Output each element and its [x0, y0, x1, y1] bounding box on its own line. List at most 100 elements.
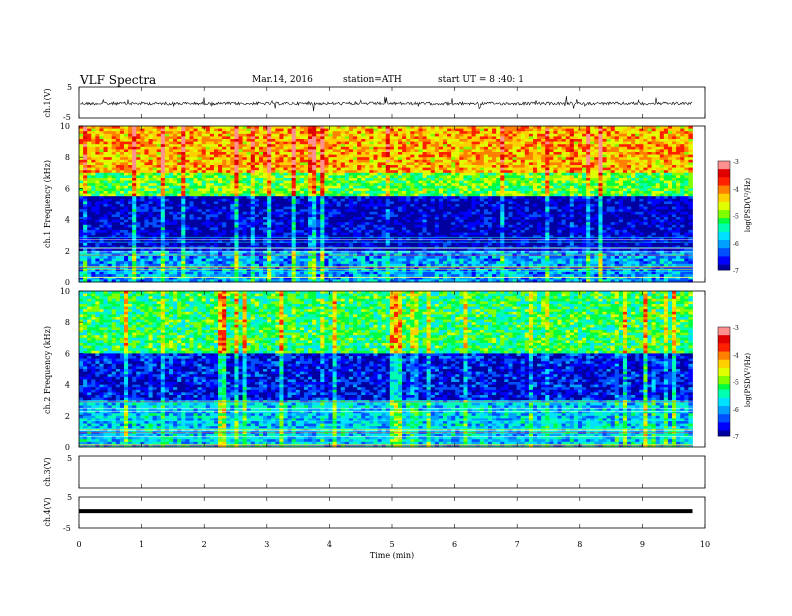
spectrogram-cell	[222, 256, 227, 259]
spectrogram-cell	[119, 204, 125, 207]
spectrogram-cell	[320, 206, 325, 210]
spectrogram-cell	[410, 206, 415, 210]
spectrogram-cell	[156, 198, 162, 202]
spectrogram-cell	[238, 222, 243, 226]
spectrogram-cell	[156, 232, 162, 236]
spectrogram-cell	[410, 172, 415, 176]
spectrogram-cell	[332, 243, 338, 246]
spectrogram-cell	[140, 274, 145, 278]
spectrogram-cell	[242, 206, 248, 210]
spectrogram-cell	[295, 243, 301, 246]
spectrogram-cell	[132, 133, 137, 137]
spectrogram-cell	[79, 196, 84, 200]
spectrogram-cell	[136, 237, 141, 241]
spectrogram-cell	[193, 133, 199, 137]
spectrogram-cell	[189, 183, 194, 187]
spectrogram-cell	[344, 146, 350, 150]
spectrogram-cell	[316, 248, 321, 252]
spectrogram-cell	[320, 269, 325, 272]
ch1-ytick-top: 5	[67, 83, 72, 92]
spectrogram-cell	[340, 162, 346, 166]
spectrogram-cell	[393, 144, 399, 148]
spectrogram-cell	[316, 188, 321, 192]
spectrogram-cell	[156, 136, 162, 140]
spectrogram-cell	[189, 248, 194, 252]
spectrogram-cell	[234, 167, 239, 171]
spectrogram-cell	[164, 133, 170, 137]
spectrogram-cell	[361, 180, 366, 184]
spectrogram-cell	[406, 154, 411, 158]
spectrogram-cell	[79, 245, 84, 249]
spectrogram-cell	[299, 141, 305, 145]
spectrogram-cell	[181, 144, 186, 148]
spectrogram-cell	[242, 185, 248, 189]
spectrogram-cell	[173, 144, 178, 148]
spectrogram-cell	[348, 139, 354, 142]
spectrogram-cell	[164, 261, 170, 265]
spectrogram-cell	[213, 196, 219, 200]
spectrogram-cell	[119, 128, 125, 132]
spectrogram-cell	[283, 188, 288, 192]
spectrogram-cell	[283, 209, 288, 213]
spectrogram-cell	[173, 183, 178, 187]
spectrogram-cell	[193, 172, 199, 176]
spectrogram-cell	[144, 165, 149, 168]
spectrogram-cell	[258, 245, 264, 249]
spectrogram-cell	[111, 165, 117, 168]
spectrogram-cell	[369, 128, 374, 132]
spectrogram-cell	[160, 235, 166, 239]
spectrogram-cell	[185, 188, 190, 192]
spectrogram-cell	[83, 170, 88, 174]
spectrogram-cell	[357, 144, 362, 148]
spectrogram-cell	[168, 157, 174, 161]
spectrogram-cell	[205, 172, 211, 176]
spectrogram-cell	[271, 222, 276, 226]
spectrogram-cell	[340, 217, 346, 220]
spectrogram-cell	[119, 217, 125, 220]
spectrogram-cell	[173, 146, 178, 150]
spectrogram-cell	[287, 133, 293, 137]
spectrogram-cell	[308, 188, 313, 192]
spectrogram-cell	[103, 279, 109, 283]
spectrogram-cell	[316, 276, 321, 280]
spectrogram-cell	[222, 188, 227, 192]
spectrogram-cell	[99, 256, 104, 259]
spectrogram-cell	[398, 248, 403, 252]
spectrogram-cell	[279, 266, 284, 270]
spectrogram-cell	[373, 152, 378, 155]
spectrogram-cell	[128, 162, 133, 166]
spectrogram-cell	[393, 152, 399, 155]
spectrogram-cell	[193, 170, 199, 174]
spectrogram-cell	[87, 188, 92, 192]
spectrogram-cell	[303, 188, 309, 192]
spectrogram-cell	[136, 128, 141, 132]
spectrogram-cell	[103, 131, 109, 135]
spectrogram-cell	[136, 131, 141, 135]
spectrogram-cell	[263, 227, 268, 231]
spectrogram-cell	[393, 126, 399, 129]
spectrogram-cell	[414, 162, 419, 166]
spectrogram-cell	[308, 128, 313, 132]
spectrogram-cell	[140, 131, 145, 135]
spectrogram-cell	[234, 152, 239, 155]
spectrogram-cell	[148, 149, 154, 153]
spectrogram-cell	[361, 266, 366, 270]
spectrogram-cell	[279, 139, 284, 142]
spectrogram-cell	[381, 149, 387, 153]
spectrogram-cell	[254, 149, 260, 153]
spectrogram-cell	[218, 193, 223, 197]
spectrogram-cell	[213, 146, 219, 150]
spectrogram-cell	[115, 217, 121, 220]
spectrogram-cell	[213, 211, 219, 215]
spectrogram-cell	[123, 149, 129, 153]
spectrogram-cell	[344, 248, 350, 252]
spectrogram-cell	[361, 175, 366, 179]
spectrogram-cell	[193, 219, 199, 223]
spectrogram-cell	[103, 230, 109, 233]
spectrogram-cell	[91, 159, 96, 163]
spectrogram-cell	[254, 188, 260, 192]
spectrogram-cell	[381, 243, 387, 246]
spectrogram-cell	[115, 144, 121, 148]
spectrogram-cell	[398, 217, 403, 220]
spectrogram-cell	[168, 230, 174, 233]
